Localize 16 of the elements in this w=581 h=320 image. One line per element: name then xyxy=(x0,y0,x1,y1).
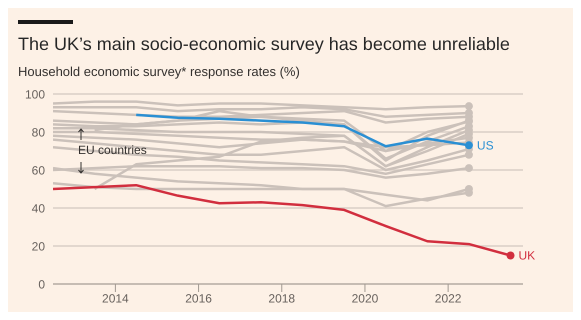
x-tick-label: 2020 xyxy=(352,292,379,306)
y-tick-label: 0 xyxy=(38,277,46,292)
x-tick-label: 2014 xyxy=(102,292,130,306)
y-tick-label: 60 xyxy=(32,163,46,178)
chart-subtitle: Household economic survey* response rates (%) xyxy=(18,64,300,79)
y-tick-label: 100 xyxy=(24,87,46,102)
chart-title: The UK’s main socio-economic survey has become unreliable xyxy=(18,34,510,55)
y-tick-label: 80 xyxy=(32,125,46,140)
y-tick-label: 40 xyxy=(32,201,46,216)
series-label: US xyxy=(476,138,494,152)
x-tick-label: 2018 xyxy=(268,292,296,306)
x-tick-label: 2016 xyxy=(185,292,212,306)
annotation: EU countries xyxy=(77,142,148,158)
x-tick-label: 2022 xyxy=(434,292,462,306)
series-label: UK xyxy=(518,248,536,262)
y-tick-label: 20 xyxy=(32,239,46,254)
